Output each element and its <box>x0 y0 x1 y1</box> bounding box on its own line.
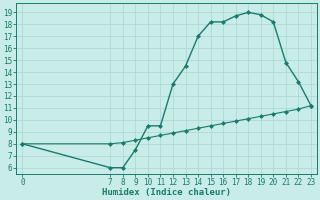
X-axis label: Humidex (Indice chaleur): Humidex (Indice chaleur) <box>102 188 231 197</box>
